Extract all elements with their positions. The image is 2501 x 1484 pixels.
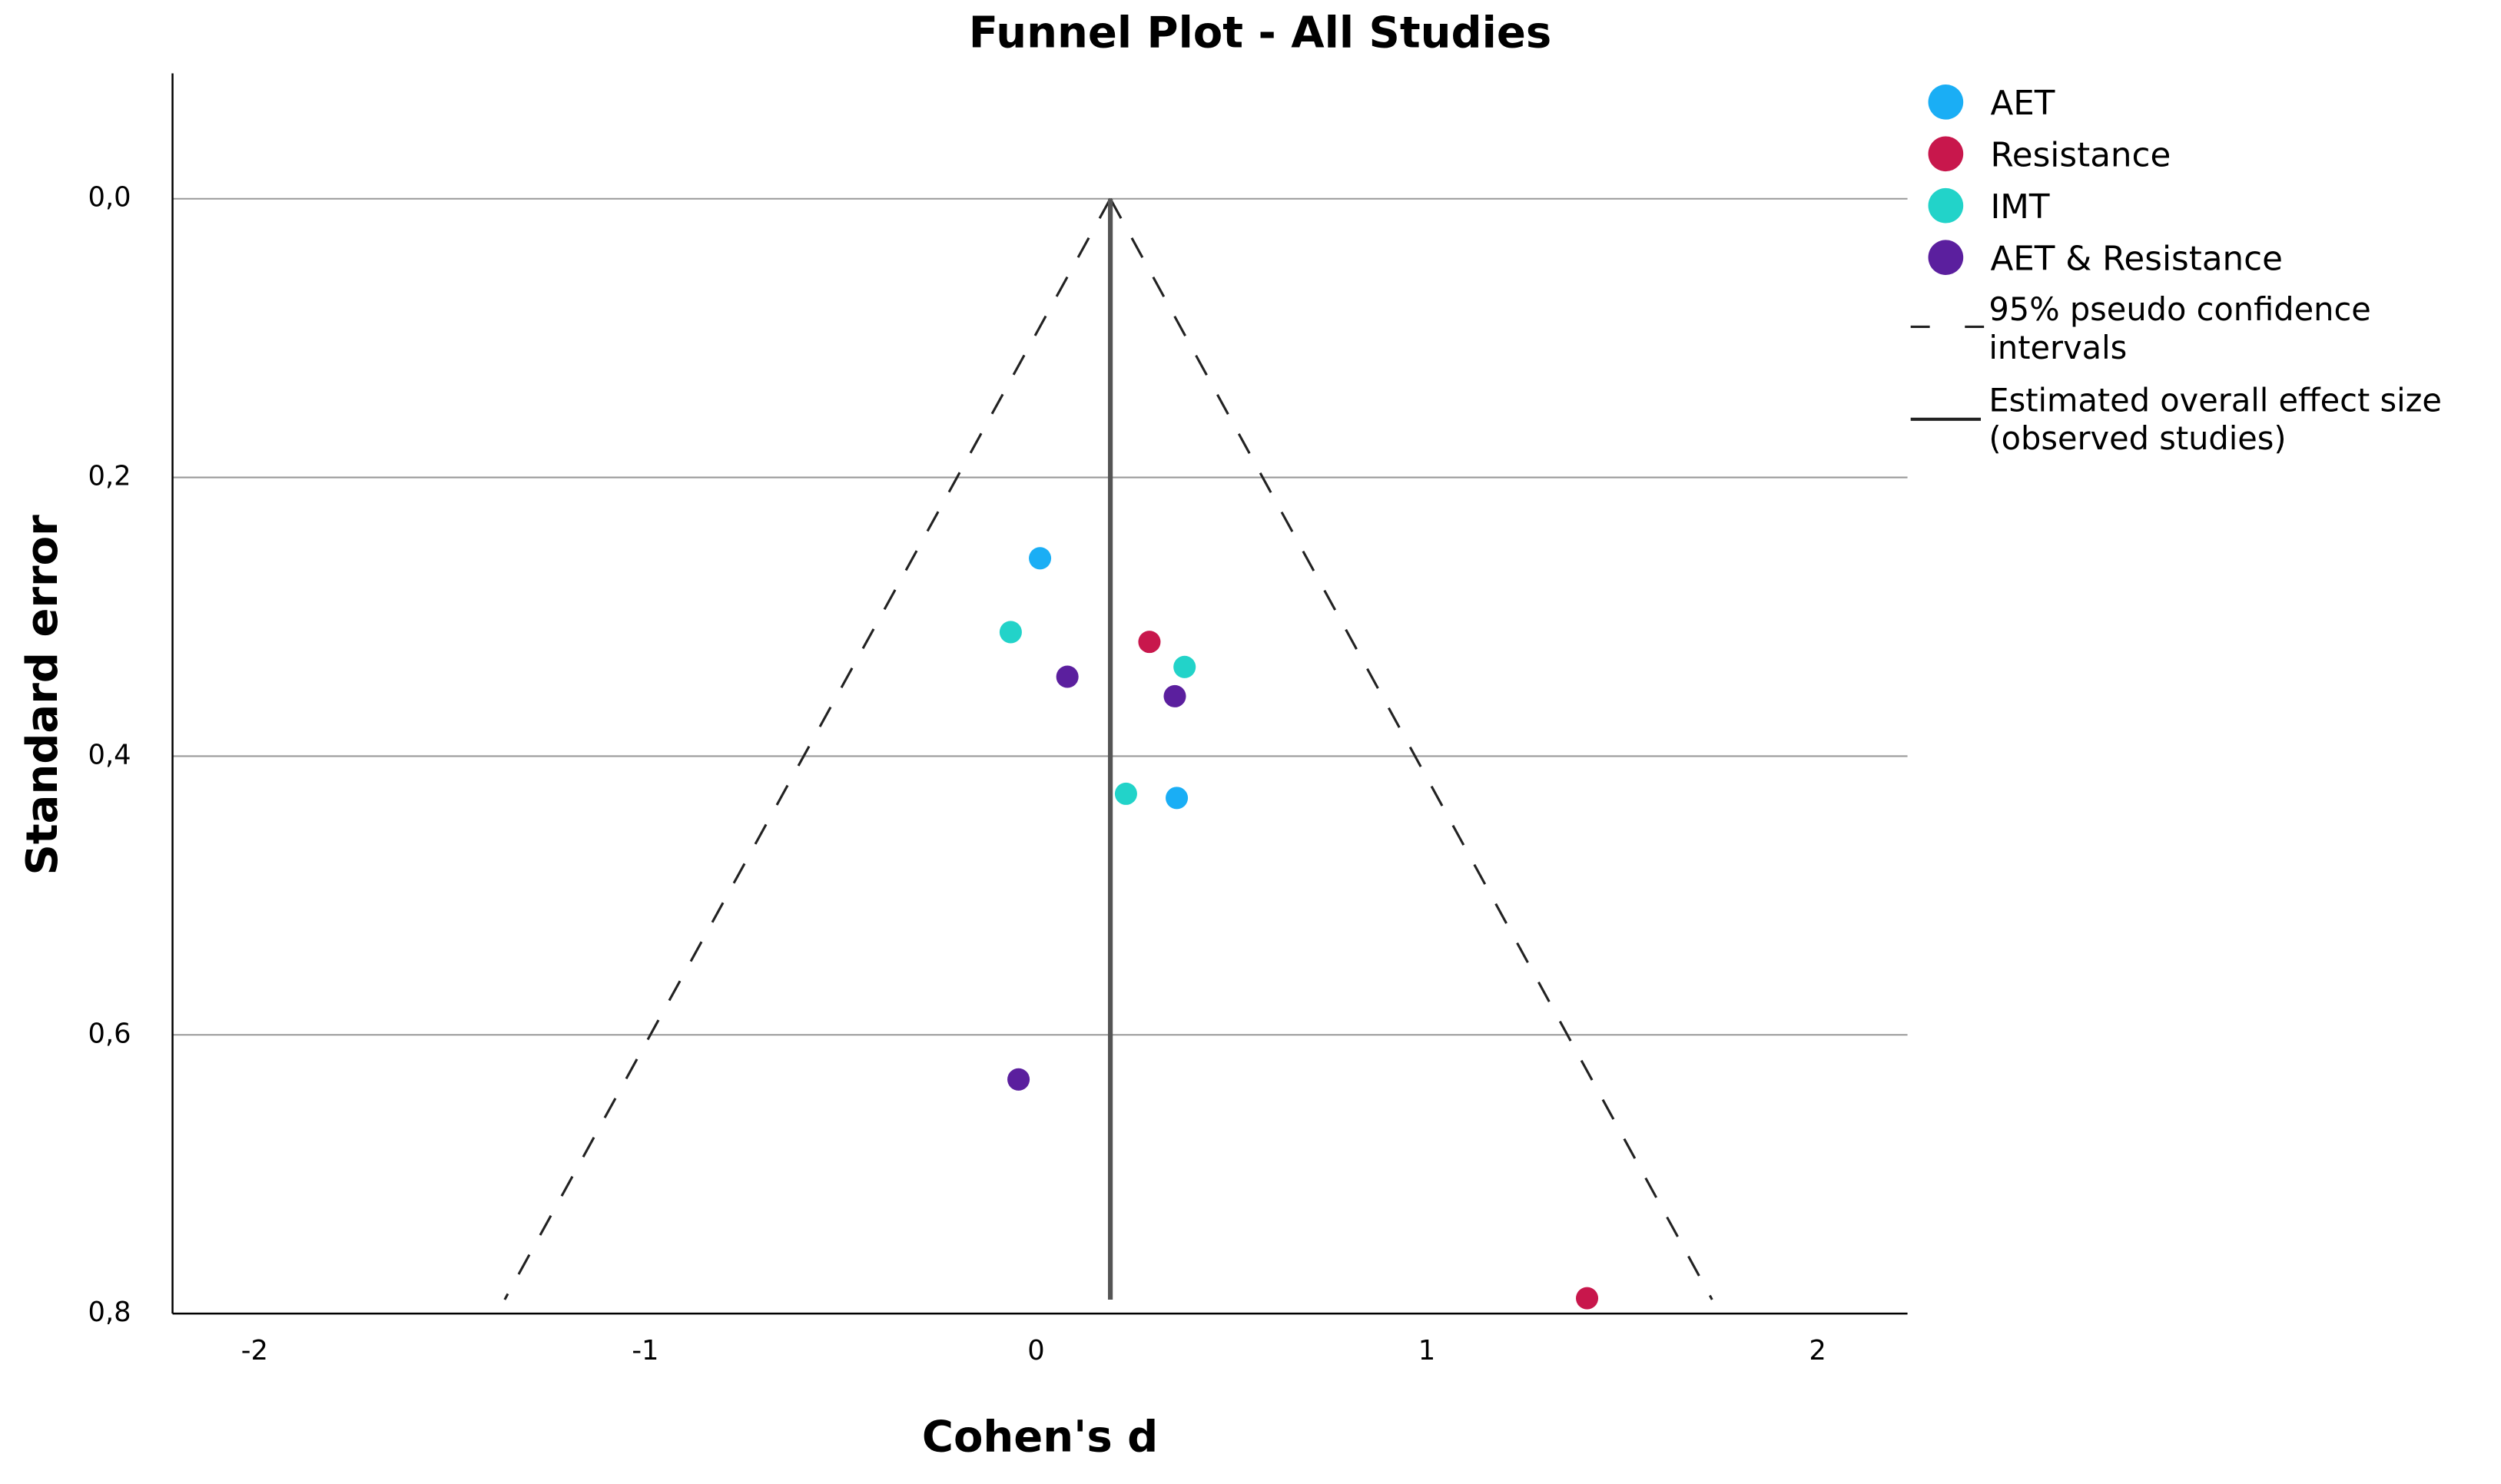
legend-marker bbox=[1928, 187, 1964, 224]
point bbox=[1007, 1068, 1030, 1091]
legend-label: AET & Resistance bbox=[1990, 240, 2282, 278]
legend-label: AET bbox=[1990, 84, 2055, 123]
legend-label: IMT bbox=[1990, 188, 2049, 227]
y-tick-label: 0,8 bbox=[88, 1297, 131, 1328]
point bbox=[1114, 782, 1137, 805]
point bbox=[1029, 547, 1052, 570]
y-tick-label: 0,2 bbox=[88, 461, 131, 492]
x-tick-label: -2 bbox=[241, 1335, 268, 1366]
legend-label: Estimated overall effect size (observed … bbox=[1989, 381, 2442, 458]
x-tick-label: 0 bbox=[1027, 1335, 1044, 1366]
point bbox=[1576, 1287, 1599, 1310]
y-tick-label: 0,6 bbox=[88, 1018, 131, 1049]
ci-line bbox=[1109, 197, 1713, 1300]
x-tick-label: 2 bbox=[1809, 1335, 1826, 1366]
legend-marker bbox=[1928, 84, 1964, 120]
y-tick-label: 0,0 bbox=[88, 182, 131, 214]
point bbox=[1138, 631, 1161, 654]
chart-title: Funnel Plot - All Studies bbox=[969, 8, 1551, 58]
legend-item: 95% pseudo confidence intervals bbox=[1989, 290, 2371, 367]
point bbox=[1163, 684, 1186, 707]
legend-marker bbox=[1928, 136, 1964, 172]
x-tick-label: -1 bbox=[632, 1335, 658, 1366]
x-tick-label: 1 bbox=[1418, 1335, 1435, 1366]
point bbox=[1056, 665, 1079, 688]
point bbox=[1173, 655, 1196, 678]
point bbox=[1166, 787, 1189, 810]
x-axis-title: Cohen's d bbox=[922, 1413, 1158, 1462]
legend-label: Resistance bbox=[1990, 136, 2171, 174]
legend-label: 95% pseudo confidence intervals bbox=[1989, 290, 2371, 367]
point bbox=[999, 621, 1022, 644]
legend-marker bbox=[1928, 240, 1964, 275]
y-tick-label: 0,4 bbox=[88, 739, 131, 770]
y-axis-title: Standard error bbox=[18, 515, 68, 876]
ci-line bbox=[503, 197, 1112, 1300]
legend-item: Estimated overall effect size (observed … bbox=[1989, 381, 2442, 458]
